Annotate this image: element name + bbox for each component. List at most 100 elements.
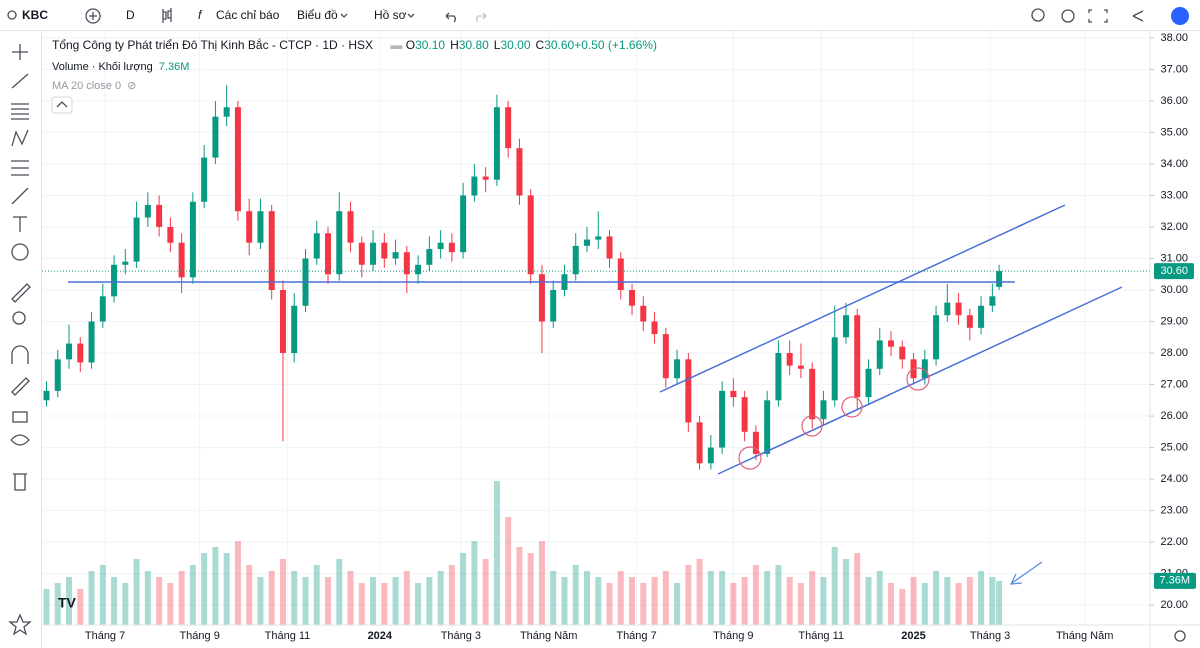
- search-icon[interactable]: [7, 10, 17, 20]
- pattern-tool[interactable]: [11, 129, 29, 147]
- highlight-circle[interactable]: [738, 446, 762, 470]
- profile[interactable]: Hồ sơ: [374, 8, 407, 22]
- candle-body: [111, 264, 118, 297]
- collapse-legend[interactable]: [51, 96, 73, 114]
- chart-title: Tổng Công ty Phát triển Đô Thị Kinh Bắc …: [52, 37, 373, 52]
- volume-bar: [910, 577, 917, 625]
- volume-bar: [752, 565, 759, 625]
- candle-body: [403, 252, 410, 275]
- volume-bar: [144, 571, 151, 625]
- volume-bar: [370, 577, 377, 625]
- y-tick-label: 34.00: [1160, 158, 1188, 170]
- interval[interactable]: D: [126, 8, 135, 22]
- candle-body: [313, 233, 320, 259]
- ohlc-value: 30.60: [544, 38, 574, 52]
- volume-bar: [77, 589, 84, 625]
- channel-upper[interactable]: [659, 204, 1066, 393]
- volume-bar: [572, 565, 579, 625]
- volume-bar: [325, 577, 332, 625]
- y-tick-label: 32.00: [1160, 221, 1188, 233]
- volume-bar: [854, 553, 861, 625]
- candle-body: [471, 176, 478, 196]
- chart-type[interactable]: Biểu đồ: [297, 8, 338, 22]
- axis-settings[interactable]: [1174, 630, 1186, 642]
- arrow[interactable]: [1009, 561, 1043, 585]
- candle-body: [178, 242, 185, 278]
- settings[interactable]: [1061, 9, 1075, 23]
- volume-bar: [696, 559, 703, 625]
- volume-bar: [527, 553, 534, 625]
- candle-body: [899, 346, 906, 360]
- candle-body: [933, 315, 940, 360]
- volume-bar: [313, 565, 320, 625]
- ma-legend: MA 20 close 0 ⊘: [52, 80, 136, 92]
- hide-icon[interactable]: ⊘: [127, 80, 136, 92]
- volume-bar: [460, 553, 467, 625]
- measure-tool[interactable]: [11, 283, 31, 303]
- lock-drawing[interactable]: [11, 377, 30, 396]
- fib-tool[interactable]: [11, 103, 29, 120]
- text-tool[interactable]: [13, 216, 27, 232]
- volume-bar: [966, 577, 973, 625]
- volume-axis-label: 7.36M: [1159, 575, 1190, 587]
- candle-body: [505, 107, 512, 149]
- indicators[interactable]: Các chỉ báo: [216, 8, 280, 22]
- volume-bar: [629, 577, 636, 625]
- favorites[interactable]: [8, 613, 32, 636]
- highlight-circle[interactable]: [801, 415, 823, 437]
- add-symbol[interactable]: [85, 8, 101, 24]
- volume-bar: [99, 565, 106, 625]
- volume-bar: [595, 577, 602, 625]
- undo[interactable]: [445, 12, 456, 23]
- volume-bar: [764, 571, 771, 625]
- lock-tool[interactable]: [12, 411, 28, 423]
- volume-bar: [888, 583, 895, 625]
- candles: [43, 85, 1003, 470]
- fullscreen[interactable]: [1088, 9, 1108, 23]
- candle-body: [167, 226, 174, 243]
- prediction-tool[interactable]: [11, 160, 29, 176]
- candle-body: [144, 204, 151, 218]
- icon-tool[interactable]: [11, 243, 29, 261]
- line-tool[interactable]: [11, 73, 29, 89]
- y-tick-label: 33.00: [1160, 189, 1188, 201]
- app-logo[interactable]: [1171, 7, 1189, 25]
- highlight-circle[interactable]: [906, 367, 930, 391]
- x-tick-label: Tháng Năm: [520, 630, 577, 642]
- volume-bar: [358, 583, 365, 625]
- brush-tool[interactable]: [11, 187, 29, 205]
- volume-bar: [336, 559, 343, 625]
- y-tick-label: 27.00: [1160, 378, 1188, 390]
- redo[interactable]: [476, 12, 487, 23]
- highlight-circle[interactable]: [841, 396, 863, 418]
- logo[interactable]: TV: [58, 595, 77, 611]
- zoom-tool[interactable]: [12, 311, 26, 325]
- volume-bar: [178, 571, 185, 625]
- candle-body: [516, 148, 523, 196]
- x-tick-label: Tháng 11: [798, 630, 844, 642]
- magnet-tool[interactable]: [11, 345, 29, 364]
- visibility-tool[interactable]: [10, 434, 30, 446]
- candle-body: [730, 390, 737, 398]
- candle-icon[interactable]: [162, 8, 172, 23]
- volume-bar: [831, 547, 838, 625]
- symbol[interactable]: KBC: [22, 8, 48, 22]
- x-tick-label: Tháng 9: [179, 630, 219, 642]
- volume-bar: [279, 559, 286, 625]
- ma-label: MA 20 close 0: [52, 80, 121, 92]
- candle-body: [381, 242, 388, 259]
- candle-body: [831, 337, 838, 401]
- volume-bar: [493, 481, 500, 625]
- quick-search[interactable]: [1031, 8, 1045, 22]
- volume-bar: [775, 565, 782, 625]
- volume-bar: [516, 547, 523, 625]
- volume-bar: [674, 583, 681, 625]
- candle-body: [99, 296, 106, 322]
- candle-body: [156, 204, 163, 227]
- share[interactable]: [1132, 10, 1144, 22]
- delete-tool[interactable]: [13, 473, 27, 491]
- axes: 20.0021.0022.0023.0024.0025.0026.0027.00…: [85, 32, 1196, 642]
- x-tick-label: Tháng 3: [970, 630, 1010, 642]
- crosshair-tool[interactable]: [12, 44, 28, 60]
- channel-lower[interactable]: [717, 286, 1123, 475]
